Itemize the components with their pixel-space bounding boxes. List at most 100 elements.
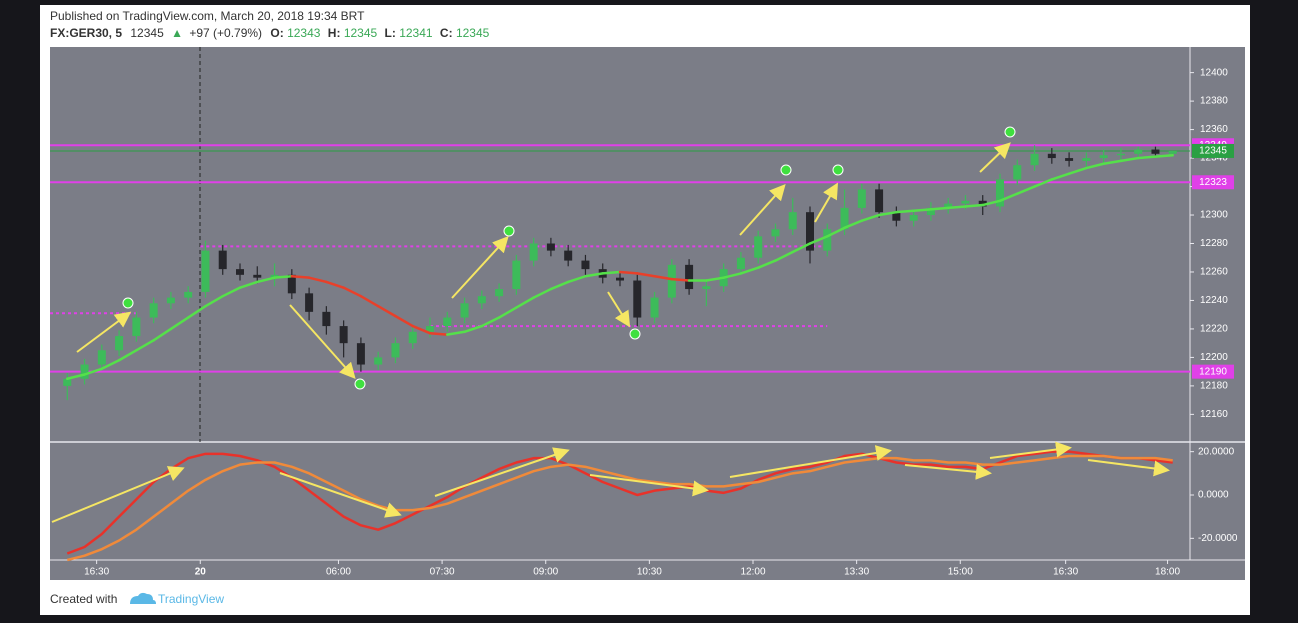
arrow <box>76 311 132 353</box>
ma-segment <box>394 314 414 328</box>
logo <box>130 592 156 604</box>
arrow <box>904 463 992 480</box>
candle-body <box>1168 150 1177 154</box>
ma-segment <box>860 213 881 222</box>
candle-body <box>1099 155 1108 159</box>
last-price-label: 12345 <box>1199 146 1227 157</box>
ma-segment <box>238 280 259 289</box>
candle-body <box>650 297 659 318</box>
candle-body <box>1134 149 1143 154</box>
y-tick-label: 12400 <box>1200 67 1228 78</box>
ma-segment <box>549 280 570 291</box>
x-tick-label: 09:00 <box>533 567 558 578</box>
candle-body <box>823 229 832 251</box>
arrow <box>739 184 786 236</box>
arrow <box>451 236 509 299</box>
arrow <box>729 445 892 478</box>
y-tick-label: -20.0000 <box>1198 533 1238 544</box>
ma-segment <box>618 270 639 275</box>
signal-dot <box>780 164 792 176</box>
arrow <box>289 304 356 379</box>
last: 12345 <box>130 26 164 40</box>
ma-segment <box>100 359 121 371</box>
y-tick-label: 12280 <box>1200 238 1228 249</box>
o-label: O: <box>270 26 283 40</box>
candle-body <box>564 250 573 261</box>
arrow <box>1087 459 1170 477</box>
candle-body <box>495 289 504 297</box>
y-tick-label: 12240 <box>1200 295 1228 306</box>
ma-segment <box>912 208 933 212</box>
candle-body <box>1065 158 1074 161</box>
signal-dot <box>503 225 515 237</box>
ma-segment <box>877 210 898 217</box>
arrow: ▲ <box>171 26 183 40</box>
candle-body <box>944 203 953 208</box>
published: Published on TradingView.com, March 20, … <box>50 9 365 23</box>
arrow <box>434 447 570 497</box>
ma-segment <box>342 286 363 298</box>
ma-segment <box>376 304 397 318</box>
candle-body <box>408 331 417 344</box>
ma-segment <box>273 275 294 279</box>
ma-segment <box>964 203 984 208</box>
ma-segment <box>66 373 86 381</box>
ma-segment <box>1050 172 1071 181</box>
candle-body <box>978 200 987 207</box>
ma-segment <box>653 275 674 281</box>
level-label: 12190 <box>1199 366 1227 377</box>
candle-body <box>218 250 227 270</box>
y-tick-label: 12220 <box>1200 324 1228 335</box>
ma-segment <box>480 316 501 328</box>
candle-body <box>305 293 314 312</box>
c-label: C: <box>440 26 453 40</box>
ma-segment <box>998 192 1019 203</box>
candle-body <box>132 317 141 337</box>
candle-body <box>788 212 797 230</box>
ma-segment <box>1102 159 1123 166</box>
arrow <box>589 474 709 497</box>
x-tick-label: 18:00 <box>1155 567 1180 578</box>
plot: 12160 12180 12200 12220 12240 12260 12280 12300… <box>50 67 1238 578</box>
signal-dots <box>122 126 1016 390</box>
y-tick-label: 12180 <box>1200 381 1228 392</box>
ma-segment <box>515 296 535 309</box>
candle-body <box>512 260 521 290</box>
y-tick-label: 12340 <box>1200 153 1228 164</box>
ma-segment <box>446 330 466 336</box>
ma-segment <box>1119 156 1140 163</box>
candle-body <box>1047 153 1056 159</box>
candle-body <box>996 179 1004 207</box>
ma-segment <box>722 272 743 279</box>
candle-body <box>1030 153 1039 166</box>
candle-body <box>391 343 400 358</box>
signal-dot <box>354 378 366 390</box>
ma-segment <box>1033 178 1054 188</box>
high: 12345 <box>344 26 378 40</box>
ma-segment <box>929 206 950 211</box>
x-tick-label: 07:30 <box>430 567 455 578</box>
candle-body <box>546 243 555 251</box>
close: 12345 <box>456 26 490 40</box>
y-tick-label: 12380 <box>1200 96 1228 107</box>
candle-body <box>477 296 486 304</box>
y-tick-label: 12360 <box>1200 124 1228 135</box>
arrow <box>607 291 631 328</box>
candle-body <box>80 364 89 379</box>
ma-segment <box>584 272 604 278</box>
level-tag <box>1192 364 1234 379</box>
candle-body <box>875 189 884 213</box>
candle-body <box>1082 158 1091 161</box>
ma-segment <box>463 324 484 334</box>
candle-body <box>909 215 918 221</box>
candle-body <box>149 303 158 318</box>
arrow <box>279 472 402 518</box>
signal-dot <box>832 164 844 176</box>
candle-body <box>529 243 538 261</box>
ma-segment <box>428 331 449 336</box>
x-tick-label: 16:30 <box>1053 567 1078 578</box>
footer-brand[interactable]: TradingView <box>158 592 224 606</box>
y-tick-label: 20.0000 <box>1198 446 1235 457</box>
ma-segment <box>532 287 553 299</box>
